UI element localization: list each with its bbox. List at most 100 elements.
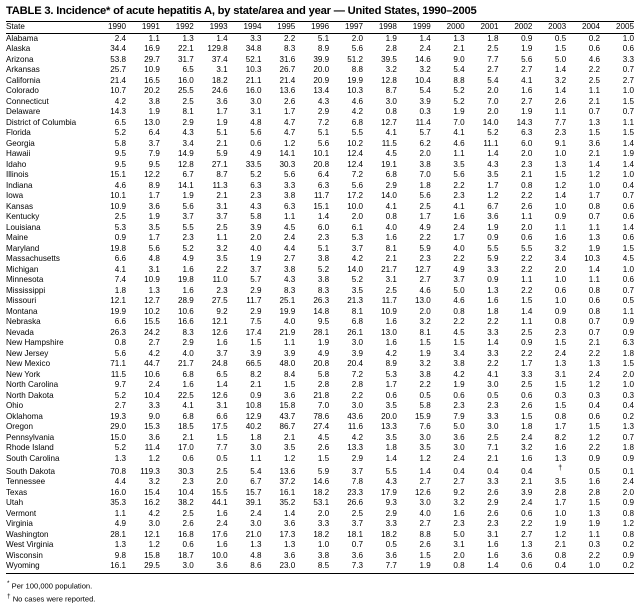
incidence-cell: 0.3 xyxy=(622,390,634,400)
incidence-cell: 1.0 xyxy=(566,561,601,575)
incidence-cell: 2.6 xyxy=(317,443,330,452)
incidence-cell: 2.9 xyxy=(385,180,397,190)
incidence-cell: 14.1 xyxy=(177,180,194,190)
incidence-cell: 1.1 xyxy=(622,117,634,127)
incidence-cell: 10.1 xyxy=(313,149,330,158)
incidence-cell: 6.5 xyxy=(216,369,228,379)
incidence-cell: 1.6 xyxy=(182,264,194,274)
incidence-cell: 35.3 xyxy=(110,498,127,508)
row-label-state: Maine xyxy=(6,233,29,242)
incidence-cell: 0.7 xyxy=(622,65,634,74)
incidence-cell: 12.4 xyxy=(347,159,364,169)
incidence-cell: 0.9 xyxy=(250,390,262,400)
incidence-cell: 4.6 xyxy=(588,54,601,64)
incidence-cell: 1.1 xyxy=(521,275,533,284)
row-label-state: Illinois xyxy=(6,170,29,179)
incidence-cell: 2.0 xyxy=(351,212,364,221)
incidence-cell: 2.0 xyxy=(622,369,634,379)
footnote: † No cases were reported. xyxy=(6,592,634,605)
incidence-cell: 3.7 xyxy=(250,264,262,274)
incidence-cell: 3.3 xyxy=(487,477,499,487)
incidence-cell: 1.2 xyxy=(588,170,601,179)
incidence-cell: 7.9 xyxy=(148,149,160,158)
incidence-cell: 3.6 xyxy=(385,550,397,560)
incidence-cell: 0.6 xyxy=(498,561,533,575)
incidence-cell: 10.3 xyxy=(245,65,262,74)
incidence-cell: 1.9 xyxy=(216,117,228,127)
incidence-cell: 0.8 xyxy=(588,201,601,211)
incidence-cell: 20.8 xyxy=(313,159,330,169)
incidence-cell: 1.0 xyxy=(622,86,634,95)
incidence-cell: 1.3 xyxy=(487,285,499,295)
row-label-state: Utah xyxy=(6,498,24,508)
row-label-state: Delaware xyxy=(6,107,41,116)
incidence-cell: 26.7 xyxy=(279,65,296,74)
incidence-cell: 30.3 xyxy=(177,466,194,476)
incidence-cell: 3.8 xyxy=(284,191,296,200)
incidence-cell: 1.2 xyxy=(588,380,601,389)
incidence-cell: 3.5 xyxy=(554,477,567,487)
incidence-cell: 1.8 xyxy=(114,285,127,295)
incidence-cell: 5.2 xyxy=(114,128,127,137)
incidence-cell: 1.9 xyxy=(148,107,160,116)
incidence-cell: 4.6 xyxy=(351,96,364,106)
incidence-cell: 8.9 xyxy=(148,180,160,190)
incidence-cell: 1.2 xyxy=(419,453,431,463)
incidence-cell: 1.1 xyxy=(114,508,127,518)
incidence-cell: 5.2 xyxy=(182,243,194,253)
incidence-cell: 2.9 xyxy=(250,285,262,295)
table-row: Mississippi 1.8 1.3 1.6 2.3 2.9 8.3 8.3 3.5 2.5 4.… xyxy=(6,286,634,297)
incidence-cell: 71.1 xyxy=(110,359,127,368)
incidence-cell: 3.8 xyxy=(453,359,465,368)
incidence-cell: 5.6 xyxy=(182,201,194,211)
incidence-cell: 16.0 xyxy=(110,487,127,497)
incidence-cell: 5.6 xyxy=(419,191,431,200)
incidence-cell: 3.1 xyxy=(385,275,397,284)
incidence-cell: 9.1 xyxy=(554,138,567,148)
incidence-cell: 4.2 xyxy=(148,508,160,518)
incidence-cell: 2.4 xyxy=(419,44,431,53)
incidence-cell: 15.4 xyxy=(144,487,160,497)
incidence-cell: 2.5 xyxy=(182,96,194,106)
incidence-cell: 2.2 xyxy=(521,191,533,200)
incidence-cell: 1.3 xyxy=(114,540,127,550)
table-row: Maine 0.9 1.7 2.3 1.1 2.0 2.4 2.3 5.3 1.6 2.2 1.7 0.… xyxy=(6,233,634,244)
column-header-year: 2005 xyxy=(600,21,634,34)
incidence-cell: 27.1 xyxy=(211,159,228,169)
incidence-cell: 6.4 xyxy=(148,128,160,137)
incidence-cell: 1.9 xyxy=(419,348,431,358)
incidence-cell: 2.2 xyxy=(453,317,465,326)
incidence-cell: 3.3 xyxy=(317,519,330,529)
incidence-cell: 1.5 xyxy=(419,550,431,560)
incidence-cell: 0.6 xyxy=(521,508,533,518)
incidence-cell: 1.6 xyxy=(487,550,499,560)
incidence-cell: 6.3 xyxy=(317,180,330,190)
row-label-state: South Dakota xyxy=(6,466,56,476)
incidence-cell: 0.8 xyxy=(554,317,567,326)
incidence-cell: 34.8 xyxy=(245,44,262,53)
incidence-cell: 0.5 xyxy=(622,296,634,305)
incidence-cell: 4.1 xyxy=(385,128,397,137)
incidence-cell: 15.5 xyxy=(144,317,160,326)
row-label-state: District of Columbia xyxy=(6,117,77,127)
incidence-cell: 0.6 xyxy=(588,296,601,305)
incidence-cell: 7.0 xyxy=(419,170,431,179)
table-row: New Hampshire 0.8 2.7 2.9 1.6 1.5 1.1 1.9 3.0 1.6… xyxy=(6,338,634,349)
incidence-cell: 4.2 xyxy=(148,348,160,358)
incidence-cell: 10.9 xyxy=(144,65,160,74)
incidence-cell: 26.3 xyxy=(110,327,127,337)
incidence-cell: 7.7 xyxy=(363,561,397,575)
incidence-cell: 7.3 xyxy=(329,561,364,575)
row-label-state: West Virginia xyxy=(6,540,54,550)
incidence-cell: 9.5 xyxy=(114,159,127,169)
incidence-cell: 5.9 xyxy=(317,466,330,476)
incidence-cell: 5.2 xyxy=(114,390,127,400)
incidence-cell: 0.7 xyxy=(622,285,634,295)
row-label-state: Nevada xyxy=(6,327,34,337)
incidence-cell: 1.4 xyxy=(588,264,601,274)
incidence-cell: 3.3 xyxy=(250,33,262,43)
incidence-cell: 5.8 xyxy=(250,212,262,221)
incidence-cell: 2.4 xyxy=(521,432,533,442)
incidence-cell: 26.1 xyxy=(347,327,364,337)
incidence-cell: 2.4 xyxy=(148,380,160,389)
